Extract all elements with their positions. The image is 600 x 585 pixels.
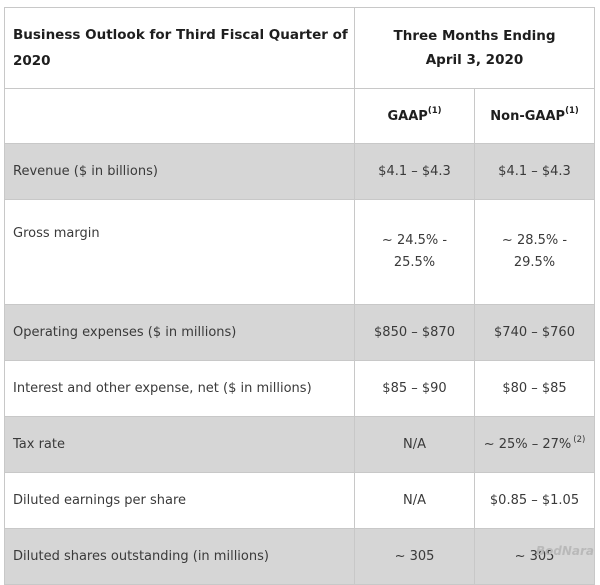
watermark: BodNara [535, 544, 594, 558]
gaap-value: $4.1 – $4.3 [354, 143, 475, 200]
gaap-value: $85 – $90 [354, 360, 475, 417]
period-heading-line1: Three Months Ending [393, 28, 556, 44]
gaap-value: $850 – $870 [354, 304, 475, 361]
outlook-title: Business Outlook for Third Fiscal Quarte… [4, 7, 355, 89]
non-gaap-value: $740 – $760 [473, 304, 596, 361]
table-row: Revenue ($ in billions) $4.1 – $4.3 $4.1… [4, 143, 596, 200]
row-label: Gross margin [4, 199, 355, 305]
row-label: Revenue ($ in billions) [4, 143, 355, 200]
business-outlook-table: Business Outlook for Third Fiscal Quarte… [4, 7, 596, 585]
gaap-value-line2: 25.5% [393, 255, 436, 270]
non-gaap-value: $4.1 – $4.3 [473, 143, 596, 200]
table-row: Operating expenses ($ in millions) $850 … [4, 304, 596, 361]
gaap-footnote: (1) [427, 106, 442, 117]
table-row: Interest and other expense, net ($ in mi… [4, 360, 596, 417]
row-label-text: Gross margin [13, 226, 100, 241]
row-label: Diluted earnings per share [4, 472, 355, 529]
row-label: Interest and other expense, net ($ in mi… [4, 360, 355, 417]
gaap-value-line1: ~ 24.5% - [381, 233, 448, 248]
table-header-row: Business Outlook for Third Fiscal Quarte… [4, 7, 596, 89]
table-row: Diluted earnings per share N/A $0.85 – $… [4, 472, 596, 529]
gaap-value: ~ 305 [354, 528, 475, 585]
period-heading-line2: April 3, 2020 [425, 52, 524, 68]
non-gaap-value: ~ 25% – 27% (2) [473, 416, 596, 473]
gaap-label: GAAP [387, 108, 428, 124]
gaap-value: N/A [354, 416, 475, 473]
non-gaap-value: ~ 28.5% - 29.5% [473, 199, 596, 305]
table-row: Tax rate N/A ~ 25% – 27% (2) [4, 416, 596, 473]
outlook-title-line1: Business Outlook for Third Fiscal Quarte… [13, 27, 348, 43]
non-gaap-value: $80 – $85 [473, 360, 596, 417]
non-gaap-value-line2: 29.5% [513, 255, 556, 270]
gaap-value: N/A [354, 472, 475, 529]
row-label: Operating expenses ($ in millions) [4, 304, 355, 361]
non-gaap-label: Non-GAAP [490, 108, 566, 124]
non-gaap-value-line1: ~ 28.5% - [501, 233, 568, 248]
non-gaap-value-text: ~ 25% – 27% [483, 436, 572, 452]
column-header-row: GAAP(1) Non-GAAP(1) [4, 88, 596, 144]
row-label: Diluted shares outstanding (in millions) [4, 528, 355, 585]
non-gaap-footnote: (1) [565, 106, 579, 117]
gaap-column-header: GAAP(1) [354, 88, 475, 144]
row-label: Tax rate [4, 416, 355, 473]
tax-rate-footnote: (2) [573, 435, 586, 446]
gaap-value: ~ 24.5% - 25.5% [354, 199, 475, 305]
blank-header-cell [4, 88, 355, 144]
non-gaap-value: $0.85 – $1.05 [473, 472, 596, 529]
period-heading: Three Months Ending April 3, 2020 [353, 7, 596, 89]
non-gaap-column-header: Non-GAAP(1) [473, 88, 596, 144]
outlook-title-line2: 2020 [13, 53, 51, 69]
table-row: Gross margin ~ 24.5% - 25.5% ~ 28.5% - 2… [4, 199, 596, 305]
table-row: Diluted shares outstanding (in millions)… [4, 528, 596, 585]
